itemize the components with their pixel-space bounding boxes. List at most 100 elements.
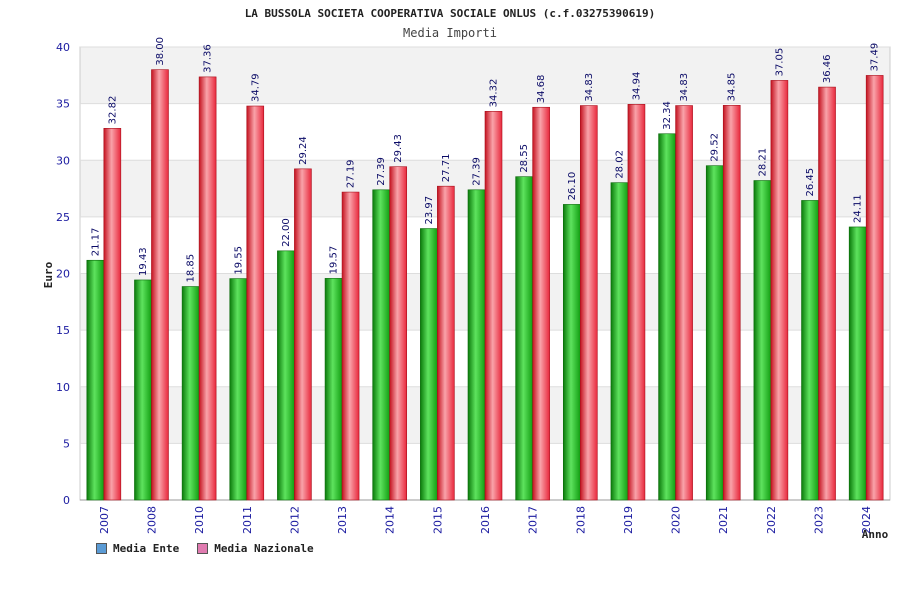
value-label-ente: 26.10 [567,172,578,201]
x-axis-label: Anno [862,528,889,541]
value-label-nazionale: 34.85 [727,73,738,102]
y-tick-label: 20 [56,268,70,281]
bar-ente [515,176,533,501]
x-tick-label: 2007 [98,506,111,534]
bar-nazionale [198,76,217,501]
bar-ente [753,180,772,501]
legend-item-ente: Media Ente [96,542,179,555]
bar-ente [277,250,295,501]
legend-label-nazionale: Media Nazionale [214,542,314,555]
value-label-ente: 29.52 [710,133,721,162]
bar-nazionale [246,105,265,501]
x-tick-label: 2010 [193,506,206,534]
bar-nazionale [818,86,836,501]
x-tick-label: 2013 [336,506,349,534]
legend-swatch-nazionale [197,543,209,554]
bar-ente [610,182,629,501]
x-tick-label: 2017 [527,506,540,534]
bar-nazionale [341,191,360,501]
y-tick-label: 0 [63,494,70,507]
value-label-ente: 18.85 [186,254,197,283]
value-label-ente: 23.97 [424,196,435,225]
value-label-nazionale: 37.36 [203,44,214,73]
value-label-nazionale: 37.49 [870,43,881,72]
value-label-nazionale: 34.32 [489,79,500,108]
value-label-ente: 19.57 [329,246,340,275]
value-label-nazionale: 34.79 [250,73,261,102]
value-label-nazionale: 37.05 [774,48,785,77]
x-tick-label: 2015 [431,506,444,534]
bar-nazionale [865,75,884,501]
bar-nazionale [770,80,789,501]
bar-nazionale [151,69,169,501]
bar-ente [467,189,486,501]
value-label-ente: 28.55 [519,144,530,173]
bar-nazionale [675,105,693,501]
value-label-ente: 24.11 [853,194,864,223]
bar-nazionale [722,105,741,501]
bar-nazionale [484,111,503,501]
y-tick-label: 15 [56,324,70,337]
bar-nazionale [579,105,598,501]
x-tick-label: 2016 [479,506,492,534]
x-tick-label: 2022 [765,506,778,534]
value-label-nazionale: 34.68 [536,75,547,104]
bar-ente [658,133,676,501]
legend-swatch-ente [96,543,107,554]
bar-ente [801,200,819,501]
bar-ente [372,189,391,501]
value-label-ente: 26.45 [805,168,816,197]
x-tick-label: 2023 [813,506,826,534]
value-label-ente: 28.02 [614,150,625,179]
x-axis-ticks: 2007 2008 2010 2011 2012 2013 2014 2015 2016 2017… [98,506,873,534]
value-label-nazionale: 34.83 [679,73,690,102]
chart-subtitle: Media Importi [403,26,497,40]
y-tick-label: 25 [56,211,70,224]
bar-nazionale [103,128,122,501]
legend-label-ente: Media Ente [113,542,180,555]
value-label-ente: 27.39 [472,157,483,186]
bar-ente [420,228,438,501]
y-tick-label: 40 [56,41,70,54]
y-tick-label: 35 [56,98,70,111]
value-label-nazionale: 29.43 [393,134,404,163]
x-tick-label: 2021 [717,506,730,534]
bar-ente [324,278,343,501]
value-label-nazionale: 27.71 [441,154,452,183]
value-label-ente: 19.55 [233,246,244,275]
x-tick-label: 2020 [670,506,683,534]
bar-nazionale [532,106,550,501]
bar-nazionale [627,104,646,501]
y-axis-label: Euro [42,261,55,288]
value-label-ente: 19.43 [138,247,149,276]
value-label-nazionale: 36.46 [822,54,833,83]
bar-nazionale [389,166,408,501]
x-tick-label: 2018 [574,506,587,534]
value-label-nazionale: 38.00 [155,37,166,66]
bar-ente [848,226,867,501]
value-labels: 21.17 32.82 19.43 38.00 18.85 37.36 19.55 34.79… [90,37,880,283]
value-label-ente: 27.39 [376,157,387,186]
bar-ente [705,165,724,501]
value-label-nazionale: 29.24 [298,136,309,165]
value-label-nazionale: 27.19 [346,159,357,188]
y-tick-label: 5 [63,437,70,450]
value-label-ente: 32.34 [662,101,673,130]
bar-nazionale [294,168,312,501]
bar-ente [134,279,152,501]
x-tick-label: 2012 [288,506,301,534]
value-label-ente: 21.17 [90,228,101,257]
bar-ente [229,278,248,501]
value-label-ente: 22.00 [281,218,292,247]
legend: Media Ente Media Nazionale [96,542,314,555]
chart-title: LA BUSSOLA SOCIETA COOPERATIVA SOCIALE O… [245,7,656,20]
y-tick-label: 10 [56,381,70,394]
value-label-ente: 28.21 [757,148,768,177]
bars-group [86,69,884,501]
value-label-nazionale: 32.82 [107,96,118,125]
x-tick-label: 2008 [145,506,158,534]
legend-item-nazionale: Media Nazionale [197,542,314,555]
x-tick-label: 2024 [860,506,873,534]
x-tick-label: 2019 [622,506,635,534]
